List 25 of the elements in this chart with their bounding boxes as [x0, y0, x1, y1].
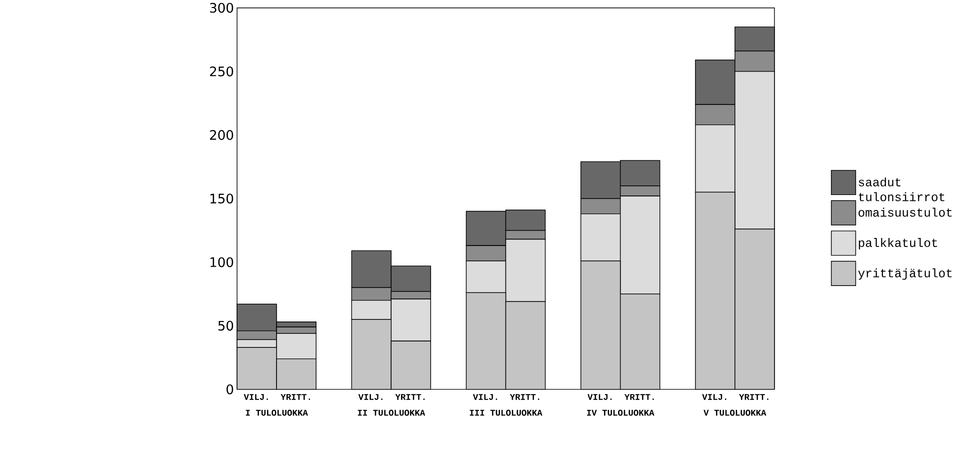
x-tick-label: YRITT.	[395, 394, 425, 400]
text: II TULOLUOKKA	[358, 410, 426, 416]
x-tick-label: VILJ.	[244, 394, 268, 400]
x-tick-label: VILJ.	[702, 394, 726, 400]
x-tick-label: YRITT.	[624, 394, 654, 400]
legend-label: palkkatulot	[858, 238, 937, 250]
x-tick-label: YRITT.	[280, 394, 310, 400]
y-tick-label: 0	[226, 384, 234, 394]
x-tick-label: VILJ.	[588, 394, 612, 400]
y-tick-label: 200	[210, 130, 234, 140]
x-tick-label: YRITT.	[510, 394, 540, 400]
x-tick-label: VILJ.	[358, 394, 382, 400]
text: V TULOLUOKKA	[704, 410, 766, 416]
text: III TULOLUOKKA	[470, 410, 542, 416]
y-tick-label: 100	[210, 257, 234, 267]
y-tick-label: 50	[218, 320, 234, 330]
y-tick-label: 300	[210, 2, 234, 13]
y-tick-label: 250	[210, 66, 234, 76]
x-tick-label: VILJ.	[472, 394, 498, 400]
legend-label: omaisuustulot	[858, 208, 952, 217]
y-tick-label: 150	[210, 193, 234, 204]
text: I TULOLUOKKA	[246, 410, 308, 416]
legend-label: yrittäjätulot	[858, 268, 952, 280]
text: IV TULOLUOKKA	[587, 410, 654, 416]
x-tick-label: YRITT.	[739, 394, 768, 400]
